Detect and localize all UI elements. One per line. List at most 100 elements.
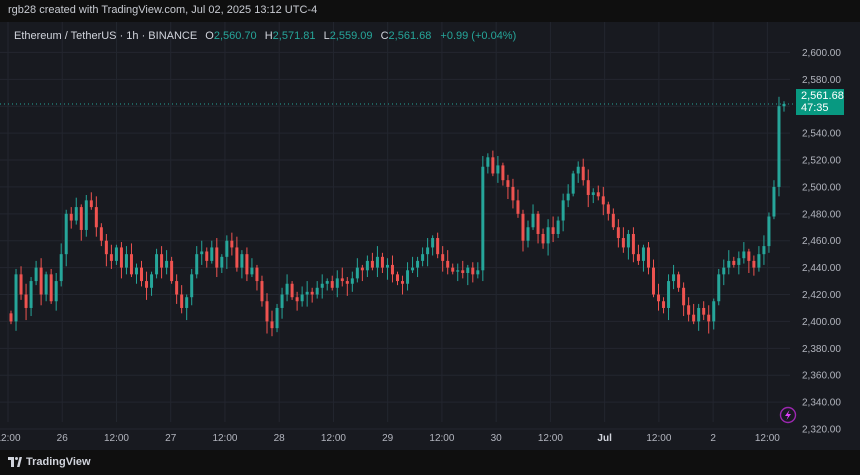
candle xyxy=(39,258,43,306)
close-value: 2,561.68 xyxy=(388,30,432,42)
candle xyxy=(416,256,420,278)
high-label: H xyxy=(264,30,273,42)
price-tick-label: 2,460.00 xyxy=(802,236,841,247)
candle xyxy=(54,272,58,311)
candle xyxy=(782,101,786,112)
candle xyxy=(165,250,169,275)
candle xyxy=(220,254,224,273)
candle xyxy=(155,248,159,279)
price-tick-label: 2,480.00 xyxy=(802,209,841,220)
candle xyxy=(84,194,88,237)
price-tick-label: 2,320.00 xyxy=(802,425,841,436)
candle xyxy=(390,255,394,283)
bar-countdown: 47:35 xyxy=(801,102,829,114)
price-chart[interactable]: 2,600.002,580.002,560.002,540.002,520.00… xyxy=(0,22,860,450)
candle xyxy=(285,274,289,302)
open-value: 2,560.70 xyxy=(213,30,257,42)
time-tick-label: 26 xyxy=(57,433,69,444)
time-tick-label: 30 xyxy=(491,433,503,444)
candle xyxy=(531,204,535,230)
candle xyxy=(476,262,480,279)
candle xyxy=(621,227,625,253)
candle xyxy=(631,227,635,263)
candle xyxy=(89,192,93,210)
candle xyxy=(104,233,108,267)
candle xyxy=(290,281,294,300)
time-tick-label: Jul xyxy=(597,433,612,444)
candle xyxy=(74,197,78,225)
candle xyxy=(481,155,485,282)
candle xyxy=(140,260,144,287)
price-tick-label: 2,420.00 xyxy=(802,290,841,301)
candle xyxy=(275,303,279,333)
candle xyxy=(320,274,324,299)
candle xyxy=(737,251,741,275)
candle xyxy=(712,298,716,330)
low-value: 2,559.09 xyxy=(329,30,373,42)
candle xyxy=(109,244,113,269)
symbol-title[interactable]: Ethereum / TetherUS · 1h · BINANCE xyxy=(14,30,198,42)
candle xyxy=(300,286,304,307)
candle xyxy=(456,263,460,282)
grid-lines xyxy=(0,22,790,430)
candle xyxy=(325,278,329,291)
time-tick-label: 2 xyxy=(710,433,716,444)
chart-panel[interactable]: 2,600.002,580.002,560.002,540.002,520.00… xyxy=(0,22,860,450)
candle xyxy=(396,271,399,286)
candle xyxy=(486,153,490,174)
brand-name[interactable]: TradingView xyxy=(26,456,91,468)
candle xyxy=(210,240,214,264)
price-tick-label: 2,540.00 xyxy=(802,129,841,140)
price-tick-label: 2,400.00 xyxy=(802,317,841,328)
candle xyxy=(315,281,319,299)
candle xyxy=(29,277,33,317)
candle xyxy=(230,232,234,256)
time-tick-label: 12:00 xyxy=(429,433,454,444)
candle xyxy=(215,238,219,278)
candle xyxy=(772,180,776,220)
candle xyxy=(64,209,68,267)
price-tick-label: 2,380.00 xyxy=(802,344,841,355)
candle xyxy=(501,162,505,186)
candle xyxy=(717,268,721,306)
candle xyxy=(707,305,711,334)
candle xyxy=(49,268,53,304)
lightning-icon[interactable] xyxy=(779,406,797,424)
candle xyxy=(752,255,756,276)
candle xyxy=(270,310,274,337)
candle xyxy=(611,208,615,230)
candle xyxy=(235,236,239,272)
current-price-tag: 2,561.68 47:35 xyxy=(796,89,844,115)
change-value: +0.99 (+0.04%) xyxy=(440,30,517,42)
price-tick-label: 2,520.00 xyxy=(802,156,841,167)
candle xyxy=(662,297,666,314)
candle xyxy=(180,285,184,314)
candle xyxy=(411,256,415,273)
candle xyxy=(626,229,630,260)
price-tick-label: 2,340.00 xyxy=(802,398,841,409)
candle xyxy=(119,242,123,279)
candle xyxy=(672,264,676,290)
candle xyxy=(441,246,445,272)
chart-caption: rgb28 created with TradingView.com, Jul … xyxy=(8,4,318,16)
candle xyxy=(667,274,671,321)
candle xyxy=(541,228,545,249)
candle xyxy=(586,169,590,208)
candle xyxy=(727,250,731,275)
candle xyxy=(355,258,359,283)
candle xyxy=(185,294,189,321)
candle xyxy=(375,246,379,278)
candle xyxy=(466,264,470,286)
time-tick-label: 29 xyxy=(382,433,394,444)
low-label: L xyxy=(323,30,330,42)
candle xyxy=(150,271,154,296)
candle xyxy=(697,303,701,331)
candle xyxy=(677,271,681,292)
candle xyxy=(134,263,138,284)
candle xyxy=(451,263,455,275)
candle xyxy=(59,243,63,287)
candle xyxy=(175,274,179,304)
candle xyxy=(145,271,149,300)
candle xyxy=(94,196,98,237)
open-label: O xyxy=(205,30,214,42)
